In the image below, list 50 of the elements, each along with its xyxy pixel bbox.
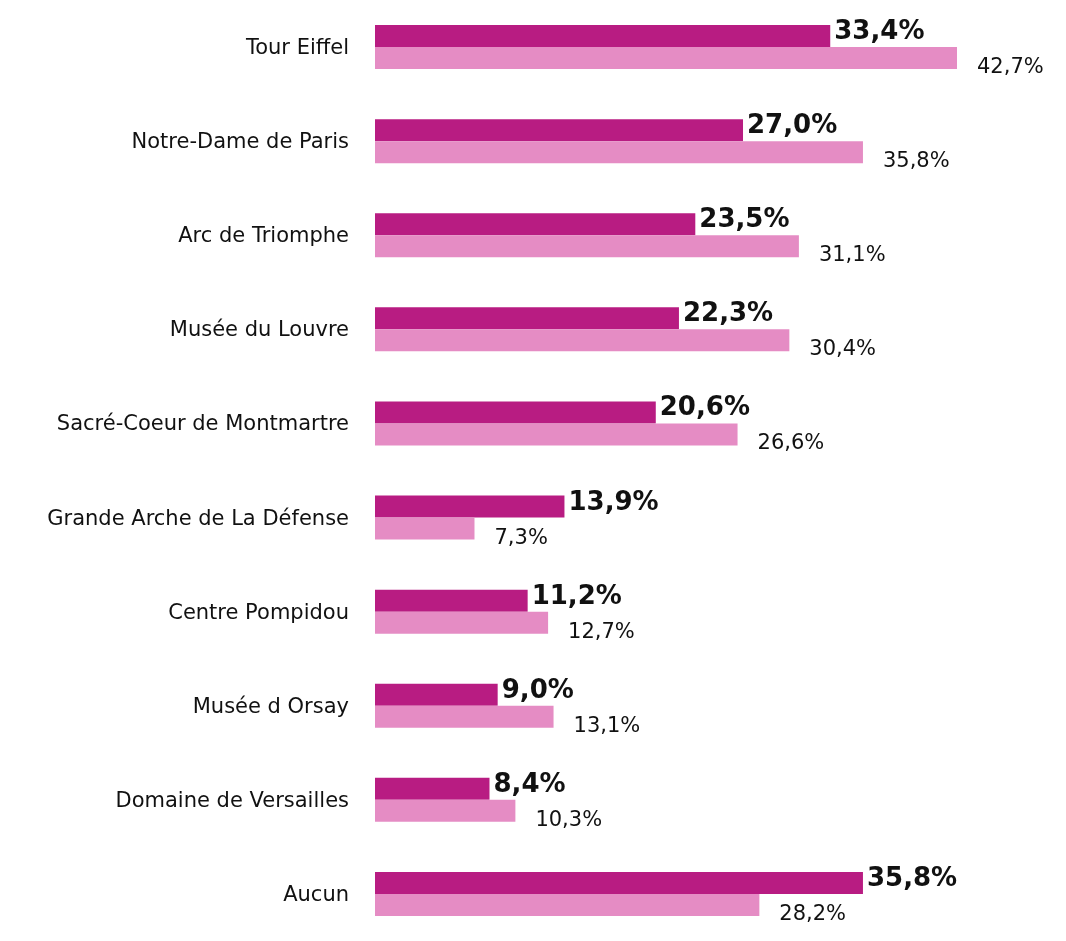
data-label: 8,4% [493, 767, 566, 798]
data-label: 27,0% [747, 109, 838, 140]
y-tick-label: Aucun [283, 881, 349, 906]
data-label: 31,1% [818, 242, 886, 267]
bar [375, 893, 760, 916]
y-tick-label: Arc de Triomphe [178, 223, 349, 248]
bar [375, 119, 744, 142]
data-label: 30,4% [809, 336, 877, 361]
bar [375, 611, 549, 634]
data-label: 28,2% [779, 900, 847, 925]
data-label: 35,8% [882, 148, 950, 173]
bar [375, 589, 528, 612]
bar [375, 213, 696, 236]
data-label: 13,1% [573, 712, 641, 737]
data-label: 12,7% [568, 618, 635, 643]
y-tick-label: Domaine de Versailles [115, 787, 349, 812]
y-tick-label: Notre-Dame de Paris [131, 129, 349, 154]
bar [375, 47, 957, 70]
data-label: 11,2% [531, 579, 622, 610]
bar [375, 705, 554, 728]
data-label: 9,0% [501, 673, 574, 704]
bar [375, 141, 863, 164]
bar [375, 329, 790, 352]
data-label: 26,6% [757, 430, 825, 455]
y-tick-label: Musée d Orsay [192, 693, 349, 718]
y-tick-label: Sacré-Coeur de Montmartre [56, 411, 349, 436]
y-tick-label: Grande Arche de La Défense [47, 505, 349, 530]
bar [375, 495, 565, 518]
bar [375, 307, 679, 330]
bar [375, 683, 498, 706]
data-label: 10,3% [535, 806, 603, 831]
data-label: 7,3% [494, 524, 548, 549]
data-label: 42,7% [977, 54, 1044, 79]
y-tick-label: Tour Eiffel [244, 35, 349, 60]
bar [375, 401, 656, 424]
bar [375, 423, 738, 446]
data-label: 13,9% [568, 485, 659, 516]
bar [375, 517, 475, 540]
data-label: 33,4% [834, 15, 925, 46]
bar [375, 777, 490, 800]
data-label: 22,3% [682, 297, 774, 328]
data-label: 23,5% [699, 203, 790, 234]
data-label: 35,8% [866, 861, 958, 892]
y-tick-label: Centre Pompidou [168, 599, 349, 624]
data-label: 20,6% [659, 391, 750, 422]
y-tick-label: Musée du Louvre [169, 317, 349, 342]
bar [375, 25, 831, 48]
bar [375, 799, 516, 822]
bar [375, 235, 799, 258]
bar [375, 871, 863, 894]
